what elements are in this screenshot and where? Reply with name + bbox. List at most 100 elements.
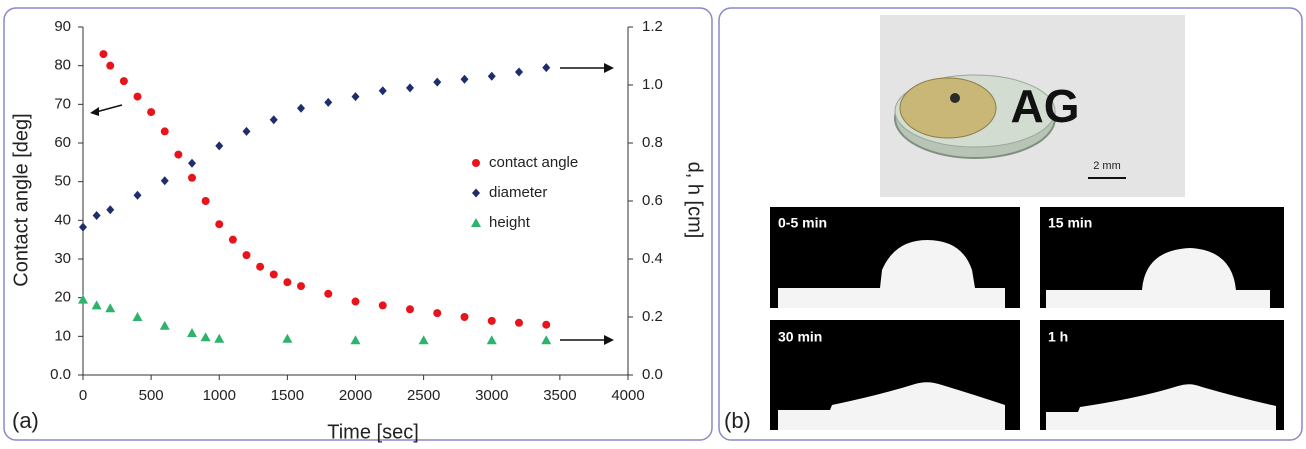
point — [378, 301, 387, 310]
point — [215, 141, 224, 151]
point — [486, 335, 497, 345]
y2-tick-label: 0.4 — [642, 250, 663, 267]
point — [433, 77, 442, 87]
frame-label: 30 min — [778, 329, 822, 345]
y-tick-label: 60 — [54, 134, 71, 151]
point — [460, 74, 469, 84]
y2-tick-label: 0.8 — [642, 134, 663, 151]
arrow-head — [90, 107, 99, 116]
point — [515, 318, 523, 327]
point — [433, 309, 442, 318]
point — [406, 305, 414, 314]
x-tick-label: 4000 — [611, 387, 644, 404]
y2-tick-label: 0.6 — [642, 192, 663, 209]
frame: 1 h — [1040, 320, 1284, 430]
legend-label: contact angle — [489, 154, 578, 171]
point — [487, 71, 496, 81]
point — [460, 313, 469, 321]
point — [297, 282, 305, 291]
y-tick-label: 10 — [54, 327, 71, 344]
x-axis-title: Time [sec] — [327, 421, 419, 443]
point — [188, 158, 196, 168]
y-tick-label: 30 — [54, 250, 71, 267]
point — [228, 235, 237, 244]
droplet — [950, 93, 960, 103]
frame-label: 0-5 min — [778, 215, 827, 231]
point — [160, 176, 169, 186]
point — [105, 303, 116, 313]
x-tick-label: 1500 — [271, 387, 304, 404]
panel-b-border — [718, 7, 1303, 441]
y-axis-title: Contact angle [deg] — [10, 113, 32, 286]
point — [541, 335, 552, 345]
point — [542, 320, 551, 329]
point — [283, 278, 292, 287]
point — [487, 316, 496, 325]
arrow-head — [604, 63, 614, 73]
point — [99, 50, 108, 59]
point — [132, 312, 143, 321]
scale-label: 2 mm — [1093, 160, 1121, 172]
point — [160, 127, 169, 136]
point — [378, 86, 387, 96]
x-tick-label: 3000 — [475, 387, 508, 404]
panel-label: (b) — [724, 408, 751, 433]
y2-tick-label: 0.2 — [642, 308, 663, 325]
legend-label: diameter — [489, 184, 547, 201]
point — [324, 97, 333, 107]
frame: 15 min — [1040, 207, 1284, 308]
point — [174, 150, 183, 159]
legend-label: height — [489, 214, 531, 231]
y2-axis-title: d, h [cm] — [684, 162, 706, 239]
point — [188, 173, 196, 182]
y-tick-label: 40 — [54, 211, 71, 228]
point — [106, 61, 115, 70]
point — [119, 77, 128, 86]
point — [91, 300, 102, 310]
legend-marker — [471, 218, 481, 227]
point — [147, 108, 156, 117]
drop-profile — [1046, 248, 1270, 308]
x-tick-label: 1000 — [203, 387, 236, 404]
y2-tick-label: 0.0 — [642, 366, 663, 383]
drop-profile — [778, 240, 1005, 308]
y-tick-label: 70 — [54, 95, 71, 112]
x-tick-label: 500 — [139, 387, 164, 404]
y-tick-label: 80 — [54, 57, 71, 74]
point — [79, 222, 87, 232]
point — [351, 92, 360, 102]
point — [282, 333, 293, 343]
y-tick-label: 90 — [54, 18, 71, 35]
point — [542, 63, 551, 73]
legend-marker — [472, 159, 480, 167]
point — [269, 115, 278, 125]
point — [92, 211, 101, 220]
x-tick-label: 3500 — [543, 387, 576, 404]
arrow — [95, 104, 123, 113]
point — [201, 197, 210, 205]
y2-tick-label: 1.2 — [642, 18, 663, 35]
point — [133, 190, 142, 200]
point — [200, 332, 211, 342]
y-tick-label: 0.0 — [50, 366, 71, 383]
panel-a-border — [3, 7, 713, 441]
point — [242, 126, 251, 136]
point — [159, 320, 170, 330]
point — [106, 205, 115, 215]
point — [269, 270, 278, 279]
x-tick-label: 0 — [79, 387, 87, 404]
point — [324, 289, 333, 298]
drop-profile — [1046, 384, 1276, 430]
photo-text: AG — [1011, 80, 1080, 132]
point — [242, 251, 251, 260]
arrow-head — [604, 335, 614, 345]
point — [351, 297, 360, 306]
point — [515, 67, 523, 77]
annotation-arrows — [90, 63, 614, 345]
frame: 30 min — [770, 320, 1020, 430]
frame-label: 15 min — [1048, 215, 1092, 231]
x-tick-label: 2500 — [407, 387, 440, 404]
y-tick-label: 50 — [54, 173, 71, 190]
point — [78, 294, 88, 304]
